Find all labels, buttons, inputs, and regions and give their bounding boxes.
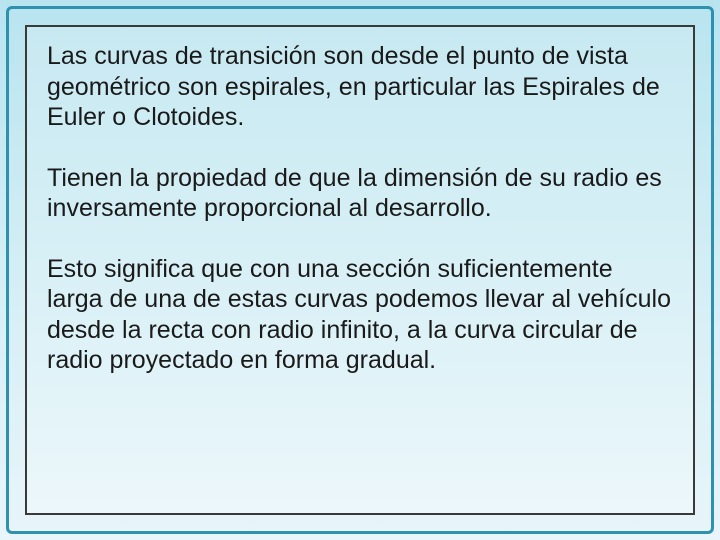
paragraph-3: Esto significa que con una sección sufic… bbox=[47, 254, 673, 376]
paragraph-1: Las curvas de transición son desde el pu… bbox=[47, 41, 673, 133]
outer-frame: Las curvas de transición son desde el pu… bbox=[6, 6, 714, 534]
inner-frame: Las curvas de transición son desde el pu… bbox=[25, 25, 695, 515]
paragraph-2: Tienen la propiedad de que la dimensión … bbox=[47, 163, 673, 224]
